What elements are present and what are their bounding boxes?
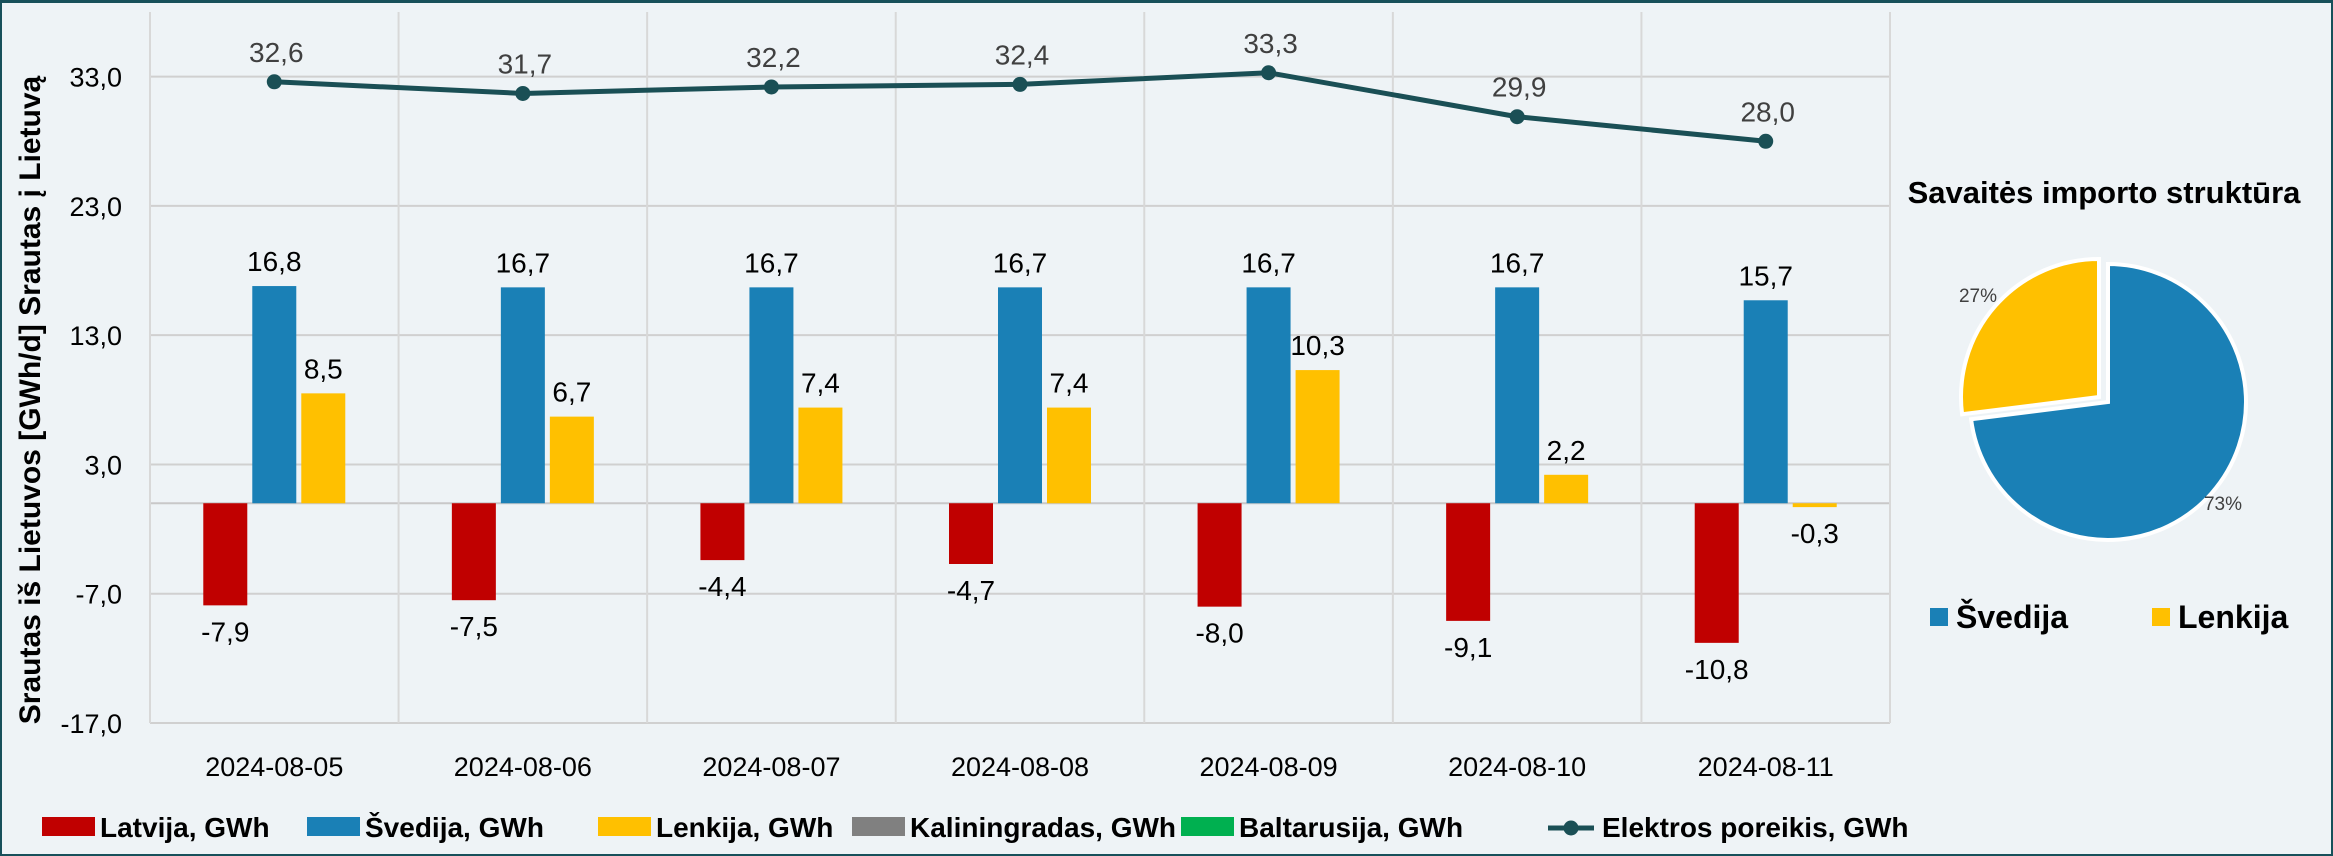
pie-legend: Švedija Lenkija <box>1930 599 2288 635</box>
legend-label: Elektros poreikis, GWh <box>1602 812 1909 843</box>
legend-swatch <box>598 817 651 836</box>
bar-svedija <box>1246 287 1291 504</box>
y-tick-label: 23,0 <box>69 192 122 222</box>
demand-data-label: 32,2 <box>746 42 801 73</box>
bar-data-label: -4,7 <box>947 575 995 606</box>
pie-chart: 73% 27% <box>1959 256 2248 542</box>
bar-latvija <box>203 503 248 606</box>
bar-data-label: 16,8 <box>247 246 302 277</box>
gridlines <box>149 12 1891 724</box>
legend-label: Švedija, GWh <box>365 811 544 843</box>
legend-label: Baltarusija, GWh <box>1239 812 1463 843</box>
axis-ticks: -17,0 -7,0 3,0 13,0 23,0 33,0 2024-08-05 2024-0… <box>60 63 1833 782</box>
bar-data-label: 16,7 <box>1490 247 1545 278</box>
bar-data-label: -9,1 <box>1444 632 1492 663</box>
bar-svedija <box>500 287 545 504</box>
bar-latvija <box>451 503 496 601</box>
bar-lenkija <box>1295 370 1340 504</box>
demand-line-series: 32,6 31,7 32,2 32,4 33,3 29,9 28,0 <box>249 28 1795 149</box>
bar-data-label: 10,3 <box>1290 330 1345 361</box>
bar-data-label: -7,5 <box>450 611 498 642</box>
legend-swatch <box>42 817 95 836</box>
bar-svedija <box>998 287 1042 504</box>
bar-data-label: 16,7 <box>496 247 551 278</box>
bar-latvija <box>1694 503 1739 643</box>
y-tick-label: 33,0 <box>69 63 122 93</box>
demand-point <box>515 85 531 101</box>
chart-legend: Latvija, GWh Švedija, GWh Lenkija, GWh Kali… <box>42 811 1909 843</box>
bar-svedija <box>1495 287 1540 504</box>
pie-title: Savaitės importo struktūra <box>1908 175 2302 210</box>
y-tick-label: 13,0 <box>69 321 122 351</box>
bar-data-label: -4,4 <box>698 571 746 602</box>
demand-point <box>266 74 282 90</box>
bar-svedija <box>1743 300 1788 504</box>
pie-pct-label: 27% <box>1959 286 1997 307</box>
legend-swatch <box>852 817 905 836</box>
legend-line-dot <box>1563 820 1579 836</box>
legend-swatch <box>307 817 360 836</box>
bar-data-label: 16,7 <box>993 247 1048 278</box>
bar-data-label: -8,0 <box>1195 618 1243 649</box>
demand-point <box>763 79 779 95</box>
x-tick-label: 2024-08-10 <box>1448 752 1586 782</box>
demand-data-label: 31,7 <box>498 48 553 79</box>
bar-lenkija <box>798 407 843 504</box>
bar-data-label: -7,9 <box>201 616 249 647</box>
bar-data-label: 8,5 <box>304 353 343 384</box>
x-tick-label: 2024-08-08 <box>951 752 1089 782</box>
bar-data-label: 16,7 <box>1241 247 1296 278</box>
pie-slice-švedija <box>1968 261 2248 542</box>
y-axis-title: Srautas iš Lietuvos [GWh/d] Srautas į Li… <box>14 75 47 724</box>
pie-pct-label: 73% <box>2204 494 2242 515</box>
bar-svedija <box>749 287 794 504</box>
x-tick-label: 2024-08-07 <box>702 752 840 782</box>
bar-lenkija <box>301 393 346 504</box>
demand-data-label: 32,6 <box>249 37 304 68</box>
demand-data-label: 29,9 <box>1492 72 1547 103</box>
demand-data-label: 32,4 <box>995 39 1050 70</box>
bar-data-label: 16,7 <box>744 247 799 278</box>
pie-legend-label: Švedija <box>1956 599 2068 635</box>
bar-latvija <box>949 503 993 564</box>
pie-legend-swatch <box>1930 608 1948 626</box>
y-tick-label: -7,0 <box>75 580 122 610</box>
bar-data-label: -0,3 <box>1791 518 1839 549</box>
y-tick-label: -17,0 <box>60 709 122 739</box>
pie-legend-label: Lenkija <box>2178 599 2288 635</box>
legend-label: Kaliningradas, GWh <box>910 812 1176 843</box>
bar-lenkija <box>1544 474 1589 504</box>
pie-legend-swatch <box>2152 608 2170 626</box>
legend-label: Latvija, GWh <box>100 812 270 843</box>
demand-point <box>1758 133 1774 149</box>
bar-data-label: 7,4 <box>801 368 840 399</box>
bar-data-label: 7,4 <box>1050 368 1089 399</box>
bar-latvija <box>1197 503 1242 607</box>
bar-lenkija <box>1047 407 1091 504</box>
bar-lenkija <box>549 416 594 504</box>
bar-svedija <box>252 286 297 504</box>
y-tick-label: 3,0 <box>84 450 122 480</box>
x-tick-label: 2024-08-11 <box>1698 752 1834 782</box>
bar-series: -7,9 16,8 8,5 -7,5 16,7 6,7 -4,4 16,7 7,4 -4,7 16,… <box>201 246 1839 685</box>
x-tick-label: 2024-08-05 <box>205 752 343 782</box>
demand-point <box>1261 65 1277 81</box>
x-tick-label: 2024-08-09 <box>1200 752 1338 782</box>
demand-point <box>1012 76 1028 92</box>
bar-data-label: 15,7 <box>1738 260 1793 291</box>
demand-data-label: 28,0 <box>1740 96 1795 127</box>
bar-data-label: 6,7 <box>552 377 591 408</box>
bar-latvija <box>1446 503 1491 621</box>
x-tick-label: 2024-08-06 <box>454 752 592 782</box>
legend-label: Lenkija, GWh <box>656 812 833 843</box>
bar-lenkija <box>1792 503 1837 508</box>
legend-swatch <box>1181 817 1234 836</box>
bar-data-label: 2,2 <box>1547 435 1586 466</box>
pie-slice-lenkija <box>1959 256 2101 417</box>
bar-data-label: -10,8 <box>1685 654 1749 685</box>
demand-point <box>1509 109 1525 125</box>
bar-latvija <box>700 503 745 561</box>
demand-data-label: 33,3 <box>1243 28 1298 59</box>
